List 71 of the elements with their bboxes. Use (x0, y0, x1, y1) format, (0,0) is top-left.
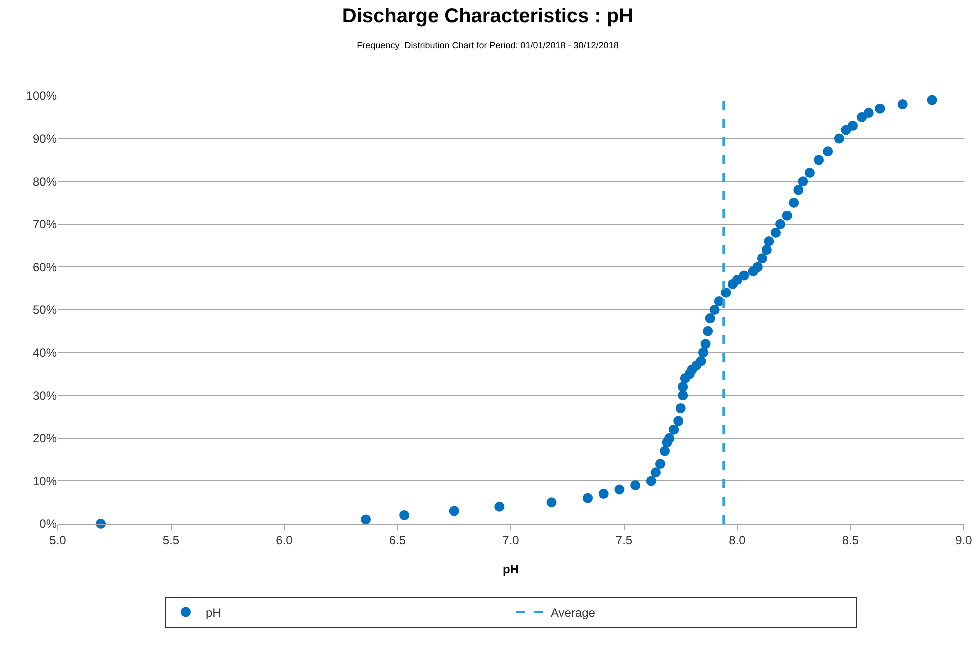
point (739, 270, 750, 281)
chart-subtitle: Frequency Distribution Chart for Period: 01/01/2018 - 30/12/2018 (357, 40, 619, 51)
point (927, 95, 938, 106)
legend-label: Average (551, 606, 596, 620)
point (804, 168, 815, 178)
legend-label: pH (206, 606, 222, 620)
point (834, 134, 844, 144)
y-tick-label: 70% (32, 218, 58, 232)
y-tick-label: 50% (32, 303, 58, 318)
point (546, 498, 557, 508)
point (848, 120, 858, 131)
point (660, 446, 670, 456)
point (494, 502, 505, 512)
point (361, 514, 372, 525)
point (798, 176, 808, 187)
point (875, 104, 886, 114)
x-tick-label: 8.0 (729, 533, 746, 548)
x-tick-label: 6.5 (389, 533, 406, 548)
point (700, 339, 711, 350)
x-tick-label: 8.5 (842, 533, 860, 548)
point (614, 484, 625, 495)
point (764, 236, 774, 247)
point (703, 326, 714, 336)
y-tick-label: 30% (32, 388, 58, 403)
point (721, 288, 732, 298)
x-tick-label: 9.0 (956, 533, 973, 548)
chart-title: Discharge Characteristics : pH (342, 6, 634, 28)
point (664, 433, 675, 444)
point (864, 108, 874, 118)
x-tick-label: 6.0 (276, 533, 294, 548)
y-tick-label: 0% (40, 517, 58, 532)
point (762, 245, 772, 256)
point (794, 185, 804, 196)
point (898, 100, 908, 110)
point (630, 480, 641, 490)
point (776, 219, 786, 230)
point (650, 468, 661, 478)
point (823, 146, 834, 157)
point (646, 476, 656, 486)
point (698, 348, 709, 358)
point (674, 416, 684, 426)
y-tick-label: 40% (32, 346, 58, 360)
point (400, 510, 410, 520)
x-tick-label: 7.0 (502, 533, 520, 548)
point (757, 254, 768, 264)
point (678, 382, 688, 392)
point (771, 228, 781, 238)
y-tick-label: 90% (32, 132, 58, 146)
point (782, 210, 792, 221)
point (449, 506, 460, 516)
point (814, 155, 824, 166)
x-tick-label: 7.5 (616, 533, 633, 548)
point (676, 403, 686, 414)
point (598, 489, 609, 500)
point (669, 424, 680, 435)
y-tick-label: 60% (32, 260, 58, 274)
point (678, 390, 688, 401)
point (583, 493, 594, 504)
point (752, 262, 763, 272)
point (705, 314, 716, 324)
point (789, 198, 800, 208)
point (655, 459, 666, 470)
y-tick-label: 100% (26, 89, 58, 104)
x-tick-label: 5.5 (162, 533, 180, 548)
y-tick-label: 10% (32, 474, 58, 488)
x-tick-label: 5.0 (50, 533, 67, 548)
y-tick-label: 20% (32, 432, 58, 446)
point (710, 305, 720, 315)
x-axis-title: pH (503, 562, 519, 576)
y-tick-label: 80% (32, 174, 58, 189)
point (696, 356, 706, 366)
